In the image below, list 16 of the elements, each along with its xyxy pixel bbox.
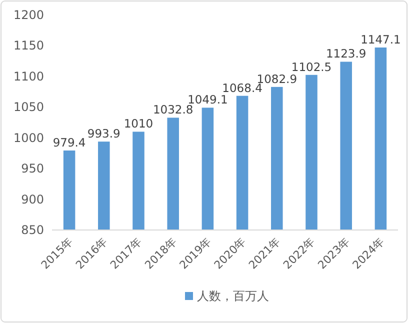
y-tick-label: 850 xyxy=(21,223,44,237)
data-label: 979.4 xyxy=(52,136,86,150)
y-tick-label: 950 xyxy=(21,162,44,176)
y-tick-label: 1100 xyxy=(13,69,44,84)
legend-label: 人数，百万人 xyxy=(197,289,269,303)
data-label: 1010 xyxy=(124,116,154,131)
data-label: 1123.9 xyxy=(326,46,366,61)
data-label: 1147.1 xyxy=(360,32,401,46)
data-label: 1102.5 xyxy=(291,60,332,74)
y-tick-label: 1150 xyxy=(13,38,44,53)
y-tick-label: 900 xyxy=(21,192,44,206)
data-label: 1032.8 xyxy=(152,102,194,117)
y-tick-label: 1050 xyxy=(13,100,44,114)
y-tick-label: 1000 xyxy=(13,130,44,145)
y-tick-label: 1200 xyxy=(13,8,44,22)
data-label: 993.9 xyxy=(87,126,120,141)
